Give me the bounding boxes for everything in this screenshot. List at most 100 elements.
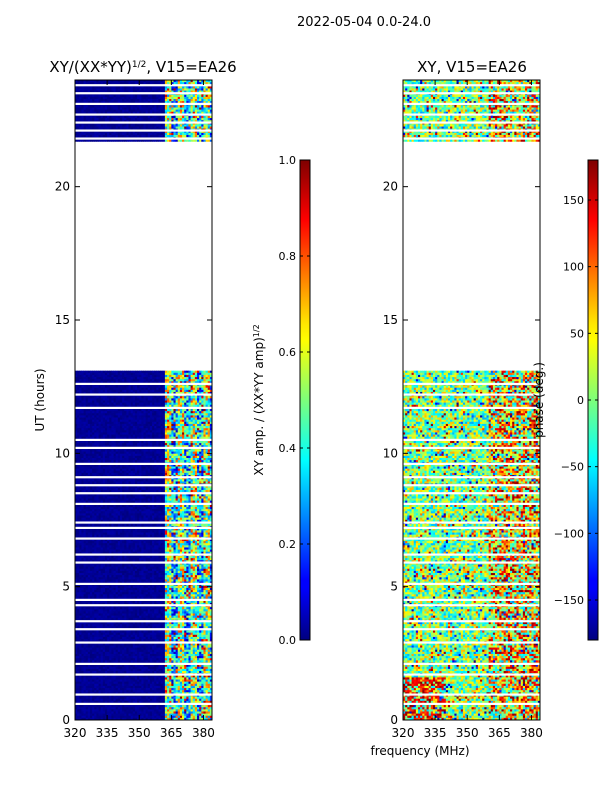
heatmap-cell [107, 489, 110, 493]
heatmap-cell [197, 511, 200, 514]
heatmap-cell [199, 528, 202, 531]
heatmap-cell [79, 443, 82, 446]
heatmap-cell [184, 413, 187, 416]
heatmap-cell [83, 506, 87, 510]
heatmap-cell [186, 396, 189, 399]
heatmap-cell [164, 449, 168, 453]
heatmap-cell [143, 534, 147, 538]
heatmap-cell [85, 524, 89, 527]
heatmap-cell [203, 468, 206, 472]
heatmap-cell [102, 432, 106, 435]
heatmap-cell [156, 391, 159, 395]
heatmap-cell [137, 421, 140, 425]
heatmap-cell [182, 524, 185, 527]
heatmap-cell [179, 434, 183, 438]
heatmap-cell [173, 534, 177, 538]
heatmap-cell [167, 413, 170, 416]
heatmap-cell [126, 455, 129, 459]
heatmap-cell [199, 496, 202, 499]
heatmap-cell [119, 489, 123, 493]
heatmap-cell [162, 468, 166, 472]
heatmap-cell [113, 487, 117, 491]
heatmap-cell [201, 513, 204, 516]
heatmap-cell [75, 449, 78, 453]
heatmap-cell [154, 423, 157, 427]
heatmap-cell [199, 524, 202, 527]
heatmap-cell [132, 513, 136, 516]
heatmap-cell [152, 519, 155, 523]
heatmap-cell [203, 430, 206, 433]
heatmap-cell [175, 389, 179, 393]
heatmap-cell [145, 477, 149, 480]
heatmap-cell [145, 509, 149, 512]
heatmap-cell [81, 528, 84, 531]
heatmap-cell [139, 470, 142, 474]
heatmap-cell [149, 423, 153, 427]
heatmap-cell [143, 528, 147, 531]
heatmap-cell [190, 421, 194, 425]
heatmap-cell [186, 434, 189, 438]
heatmap-cell [141, 443, 144, 446]
heatmap-cell [75, 396, 78, 399]
heatmap-cell [145, 504, 149, 508]
heatmap-cell [186, 511, 189, 514]
heatmap-cell [104, 532, 108, 536]
heatmap-cell [162, 445, 166, 448]
heatmap-cell [94, 374, 97, 378]
heatmap-cell [119, 487, 123, 491]
heatmap-cell [102, 419, 106, 423]
heatmap-cell [109, 504, 112, 508]
heatmap-cell [107, 496, 110, 499]
heatmap-cell [160, 519, 164, 523]
heatmap-cell [89, 377, 93, 380]
heatmap-cell [124, 506, 127, 510]
heatmap-cell [184, 466, 187, 470]
heatmap-cell [203, 426, 206, 429]
heatmap-cell [160, 470, 164, 474]
heatmap-cell [94, 517, 97, 521]
heatmap-cell [137, 377, 140, 380]
heatmap-cell [83, 387, 87, 391]
heatmap-cell [143, 477, 147, 480]
heatmap-cell [92, 455, 95, 459]
heatmap-cell [184, 500, 187, 504]
heatmap-cell [173, 374, 177, 378]
heatmap-cell [75, 511, 78, 514]
heatmap-cell [111, 449, 114, 453]
heatmap-cell [162, 449, 166, 453]
heatmap-cell [194, 374, 198, 378]
heatmap-cell [98, 458, 102, 461]
heatmap-cell [141, 498, 144, 502]
heatmap-cell [96, 464, 99, 467]
heatmap-cell [122, 377, 125, 380]
heatmap-cell [79, 498, 82, 502]
heatmap-cell [130, 506, 134, 510]
heatmap-cell [184, 379, 187, 382]
heatmap-cell [158, 389, 162, 393]
heatmap-cell [156, 385, 159, 389]
heatmap-cell [177, 530, 181, 533]
heatmap-cell [152, 496, 155, 499]
heatmap-cell [175, 500, 179, 504]
heatmap-cell [83, 377, 87, 380]
heatmap-cell [147, 489, 151, 493]
heatmap-cell [154, 426, 157, 429]
heatmap-cell [158, 530, 162, 533]
heatmap-cell [164, 468, 168, 472]
heatmap-cell [79, 517, 82, 521]
heatmap-cell [173, 434, 177, 438]
heatmap-cell [122, 530, 125, 533]
heatmap-cell [149, 391, 153, 395]
heatmap-cell [190, 398, 194, 401]
heatmap-cell [175, 387, 179, 391]
heatmap-cell [75, 481, 78, 484]
heatmap-cell [147, 487, 151, 491]
heatmap-cell [207, 494, 211, 497]
heatmap-cell [149, 428, 153, 431]
heatmap-cell [199, 377, 202, 380]
heatmap-cell [179, 374, 183, 378]
heatmap-cell [182, 496, 185, 499]
heatmap-cell [111, 409, 114, 412]
heatmap-cell [94, 532, 97, 536]
heatmap-cell [169, 432, 172, 435]
